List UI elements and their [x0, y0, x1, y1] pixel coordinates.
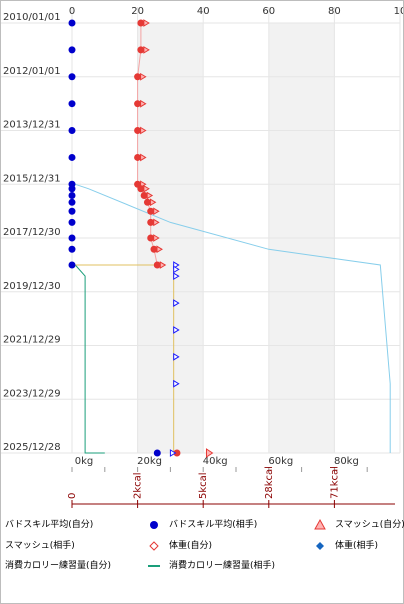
- diamond-icon: [316, 542, 324, 550]
- weight-tick-label: 40kg: [203, 456, 228, 467]
- data-point: [68, 261, 76, 269]
- date-tick-label: 2025/12/28: [3, 442, 61, 453]
- data-point: [68, 185, 76, 193]
- data-point: [140, 72, 147, 81]
- diamond-outline-icon: [149, 541, 159, 551]
- data-point: [173, 265, 180, 274]
- kcal-tick-label: 28kcal: [264, 466, 275, 499]
- legend-label: 消費カロリー練習量(相手): [169, 561, 276, 571]
- top-tick-label: 60: [262, 6, 275, 17]
- data-point: [173, 326, 180, 334]
- data-point: [146, 191, 154, 200]
- data-point: [173, 299, 180, 307]
- data-point: [147, 207, 155, 215]
- data-point: [156, 245, 163, 254]
- data-point: [134, 100, 142, 108]
- data-point: [134, 73, 142, 81]
- top-tick-label: 0: [69, 6, 75, 17]
- weight-tick-label: 20kg: [137, 456, 162, 467]
- data-point: [149, 198, 157, 207]
- line-icon: [148, 565, 160, 567]
- legend-label: 消費カロリー練習量(自分): [5, 561, 112, 571]
- data-point: [153, 234, 160, 242]
- data-point: [159, 261, 167, 269]
- data-point: [173, 261, 180, 269]
- data-point: [137, 185, 145, 193]
- data-point: [134, 127, 142, 134]
- data-point: [68, 207, 76, 215]
- date-tick-label: 2015/12/31: [3, 173, 61, 184]
- legend-label: 体重(相手): [335, 541, 379, 551]
- date-tick-label: 2021/12/29: [3, 335, 61, 346]
- data-point: [68, 218, 76, 226]
- top-tick-label: 20: [131, 6, 144, 17]
- data-point: [143, 184, 150, 193]
- data-point: [137, 46, 145, 54]
- data-point: [147, 234, 155, 242]
- kcal-tick-label: 5kcal: [198, 472, 209, 499]
- circle-icon: [150, 521, 158, 529]
- top-tick-label: 40: [197, 6, 210, 17]
- data-point: [143, 45, 150, 54]
- date-tick-label: 2017/12/30: [3, 227, 61, 238]
- date-tick-label: 2019/12/30: [3, 281, 61, 292]
- series-line: [75, 183, 391, 453]
- data-point: [153, 261, 161, 269]
- weight-tick-label: 60kg: [268, 456, 293, 467]
- data-point: [173, 272, 180, 281]
- data-point: [140, 99, 147, 108]
- data-point: [68, 245, 76, 253]
- legend-label: バドスキル平均(自分): [5, 520, 94, 530]
- data-point: [68, 100, 76, 108]
- data-point: [150, 245, 158, 253]
- data-point: [140, 153, 147, 162]
- legend-label: バドスキル平均(相手): [169, 520, 258, 530]
- data-point: [173, 352, 180, 361]
- date-tick-label: 2023/12/29: [3, 388, 61, 399]
- data-point: [153, 449, 161, 457]
- data-point: [169, 449, 177, 457]
- top-tick-label: 10: [394, 6, 403, 17]
- legend-label: スマッシュ(自分): [335, 520, 404, 530]
- data-point: [143, 198, 151, 206]
- kcal-tick-label: 71kcal: [329, 466, 340, 499]
- data-point: [140, 192, 148, 200]
- data-point: [140, 126, 147, 135]
- data-point: [68, 234, 76, 242]
- data-point: [68, 73, 76, 81]
- data-point: [68, 192, 76, 200]
- data-point: [173, 379, 180, 388]
- data-point: [68, 198, 76, 206]
- data-point: [153, 218, 160, 227]
- data-point: [137, 19, 145, 27]
- data-point: [68, 153, 76, 161]
- chart: 0 20 40 60 80 10 2010/01/01 2012/01/01 2013/12/3…: [1, 6, 403, 508]
- data-point: [143, 19, 150, 27]
- legend-label: 体重(自分): [169, 541, 213, 551]
- date-tick-label: 2013/12/31: [3, 120, 61, 131]
- series-line: [74, 264, 105, 454]
- data-point: [68, 19, 76, 27]
- triangle-icon: [314, 518, 326, 530]
- kcal-tick-label: 2kcal: [133, 472, 144, 499]
- data-point: [147, 218, 155, 226]
- top-tick-label: 80: [328, 6, 341, 17]
- data-point: [153, 207, 160, 216]
- date-tick-label: 2012/01/01: [3, 66, 61, 77]
- kcal-tick-label: 0: [67, 493, 78, 499]
- data-point: [205, 448, 214, 458]
- data-point: [134, 153, 142, 161]
- legend-label: スマッシュ(相手): [5, 541, 75, 551]
- data-point: [68, 127, 76, 134]
- date-tick-label: 2010/01/01: [3, 12, 61, 23]
- data-point: [68, 46, 76, 54]
- weight-tick-label: 80kg: [334, 456, 359, 467]
- data-point: [173, 449, 181, 457]
- weight-tick-label: 0kg: [75, 456, 94, 467]
